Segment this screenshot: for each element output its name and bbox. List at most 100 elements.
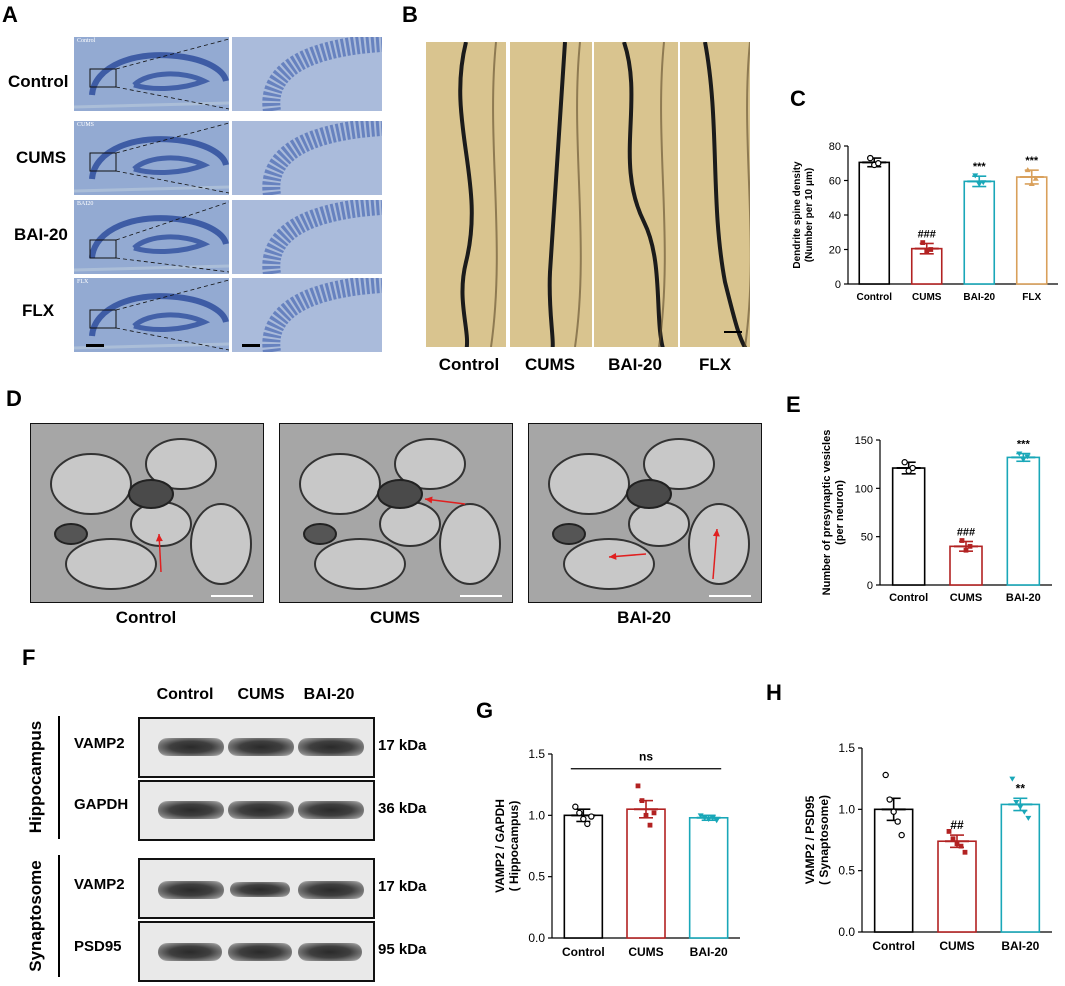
size-36kda: 36 kDa xyxy=(378,800,427,817)
tissue-edge xyxy=(74,342,229,350)
dendrite xyxy=(547,42,567,347)
data-point xyxy=(963,547,969,553)
data-point xyxy=(967,543,973,549)
group-synaptosome: Synaptosome xyxy=(26,860,45,972)
tissue-edge xyxy=(74,185,229,193)
panel-letter-a: A xyxy=(2,2,18,27)
ca-layer xyxy=(89,215,229,259)
significance-label: ### xyxy=(918,228,936,240)
dendrite-drawing xyxy=(622,42,666,347)
dentate-gyrus xyxy=(132,71,211,91)
dendrite-image xyxy=(680,42,750,347)
bar xyxy=(937,840,977,933)
y-tick-label: 0.0 xyxy=(838,925,855,939)
blot-psd95 xyxy=(138,921,375,982)
membrane xyxy=(688,503,750,585)
data-point xyxy=(705,817,712,823)
y-axis-label-2: (Number per 10 μm) xyxy=(804,168,815,262)
data-point xyxy=(976,181,983,187)
data-point xyxy=(1016,451,1023,457)
y-axis-label-2: (per neuron) xyxy=(834,480,846,545)
hippocampus-zoom-image xyxy=(232,121,382,195)
y-tick-label: 60 xyxy=(829,176,841,188)
panel-letter-h: H xyxy=(766,680,782,705)
data-point xyxy=(697,813,704,819)
zoom-box xyxy=(89,68,117,88)
y-tick-label: 150 xyxy=(855,435,873,447)
data-point xyxy=(890,808,897,815)
membrane xyxy=(299,453,381,515)
d-label-control: Control xyxy=(115,608,177,627)
zoom-box xyxy=(89,152,117,172)
membrane xyxy=(394,438,466,490)
bar xyxy=(1006,456,1041,586)
mitochondrion xyxy=(128,479,174,509)
data-point xyxy=(875,160,882,167)
data-point xyxy=(635,783,641,789)
hippocampus-zoom-image xyxy=(232,37,382,111)
data-point xyxy=(1024,167,1031,173)
dentate-gyrus xyxy=(132,155,211,175)
data-point xyxy=(958,843,964,849)
hippocampus-drawing xyxy=(74,122,229,194)
mitochondrion xyxy=(377,479,423,509)
granule-cell-band xyxy=(262,121,382,195)
data-point xyxy=(882,771,889,779)
cell-layer-drawing xyxy=(262,121,382,195)
membrane xyxy=(439,503,501,585)
membrane xyxy=(65,538,157,590)
dentate-gyrus xyxy=(132,312,211,332)
d-label-bai20: BAI-20 xyxy=(617,608,671,627)
bar xyxy=(963,180,996,285)
x-tick-label: Control xyxy=(889,592,928,604)
membrane xyxy=(50,453,132,515)
panel-letter-g: G xyxy=(476,698,494,723)
row-label-control: Control xyxy=(8,72,69,91)
red-arrow xyxy=(712,528,718,580)
bar xyxy=(1015,176,1048,285)
row-label-flx: FLX xyxy=(22,301,55,320)
data-point xyxy=(959,538,965,543)
chart-e: 0 50 100 150 Control ### CUMS *** BAI-20 Number o… xyxy=(821,430,1052,604)
dendrite xyxy=(622,42,665,347)
y-tick-label: 100 xyxy=(855,483,873,495)
data-point xyxy=(572,803,579,810)
membrane xyxy=(379,501,441,547)
membrane xyxy=(145,438,217,490)
data-point xyxy=(950,836,956,842)
y-tick-label: 20 xyxy=(829,245,841,257)
mitochondrion xyxy=(552,523,586,545)
granule-cell-band xyxy=(262,37,382,111)
panel-letter-e: E xyxy=(786,392,801,417)
band xyxy=(230,882,290,897)
size-17kda-1: 17 kDa xyxy=(378,737,427,754)
image-tag: FLX xyxy=(77,279,89,285)
data-point xyxy=(924,248,930,254)
band xyxy=(228,801,294,819)
d-label-cums: CUMS xyxy=(369,608,421,627)
data-point xyxy=(643,812,649,818)
synaptosome-bracket xyxy=(58,855,60,977)
y-tick-label: 1.0 xyxy=(528,808,545,822)
ca-layer xyxy=(89,293,229,337)
chart-h: 0.0 0.5 1.0 1.5 Control ## CUMS ** BAI-20 VAMP2 /… xyxy=(803,741,1052,953)
band xyxy=(298,801,364,819)
band xyxy=(228,943,292,961)
band xyxy=(158,943,222,961)
x-tick-label: Control xyxy=(856,292,892,303)
y-axis-label: VAMP2 / PSD95 xyxy=(803,795,817,884)
data-point xyxy=(1032,175,1039,181)
zoom-box xyxy=(89,239,117,259)
protein-vamp2-syn: VAMP2 xyxy=(74,876,125,893)
bar xyxy=(873,808,914,933)
band xyxy=(158,738,224,756)
panel-letter-f: F xyxy=(22,645,36,670)
y-axis-label: Number of presynaptic vesicles xyxy=(821,430,833,596)
cell-layer-drawing xyxy=(262,200,382,274)
dendrite xyxy=(574,42,582,347)
bar xyxy=(563,814,604,939)
x-tick-label: BAI-20 xyxy=(1001,939,1039,953)
scale-bar xyxy=(242,344,260,347)
band xyxy=(228,738,294,756)
data-point xyxy=(928,247,934,252)
